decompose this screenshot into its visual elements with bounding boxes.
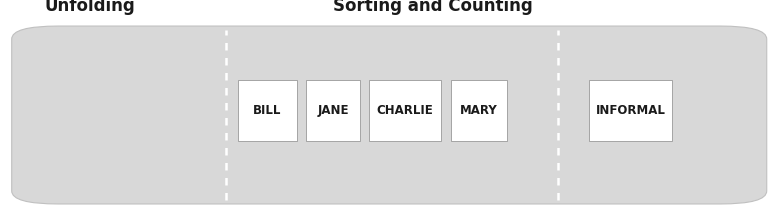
Text: MARY: MARY	[460, 104, 498, 117]
FancyBboxPatch shape	[451, 80, 507, 141]
Text: Unfolding: Unfolding	[44, 0, 135, 15]
Text: CHARLIE: CHARLIE	[377, 104, 434, 117]
FancyBboxPatch shape	[238, 80, 297, 141]
FancyBboxPatch shape	[306, 80, 360, 141]
FancyBboxPatch shape	[12, 26, 767, 204]
Text: BILL: BILL	[254, 104, 282, 117]
Text: Sorting and Counting: Sorting and Counting	[333, 0, 533, 15]
Text: JANE: JANE	[317, 104, 349, 117]
FancyBboxPatch shape	[589, 80, 672, 141]
FancyBboxPatch shape	[369, 80, 441, 141]
Text: INFORMAL: INFORMAL	[596, 104, 665, 117]
